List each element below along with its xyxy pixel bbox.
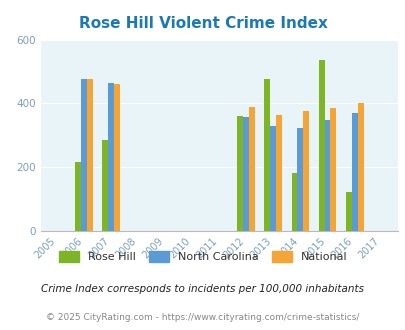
Text: Rose Hill Violent Crime Index: Rose Hill Violent Crime Index	[79, 16, 326, 31]
Bar	[276, 115, 281, 231]
Bar	[249, 107, 255, 231]
Bar	[291, 173, 297, 231]
Bar	[351, 113, 357, 231]
Bar	[243, 117, 249, 231]
Bar	[237, 116, 243, 231]
Bar	[345, 192, 351, 231]
Bar	[357, 103, 362, 231]
Bar	[270, 126, 276, 231]
Bar	[330, 108, 336, 231]
Bar	[318, 60, 324, 231]
Bar	[75, 162, 81, 231]
Bar	[87, 80, 93, 231]
Bar	[297, 128, 303, 231]
Bar	[303, 112, 309, 231]
Legend: Rose Hill, North Carolina, National: Rose Hill, North Carolina, National	[54, 247, 351, 266]
Bar	[264, 80, 270, 231]
Bar	[102, 140, 108, 231]
Text: Crime Index corresponds to incidents per 100,000 inhabitants: Crime Index corresponds to incidents per…	[41, 284, 364, 294]
Bar	[324, 120, 330, 231]
Bar	[114, 83, 119, 231]
Bar	[81, 80, 87, 231]
Text: © 2025 CityRating.com - https://www.cityrating.com/crime-statistics/: © 2025 CityRating.com - https://www.city…	[46, 313, 359, 322]
Bar	[108, 82, 114, 231]
